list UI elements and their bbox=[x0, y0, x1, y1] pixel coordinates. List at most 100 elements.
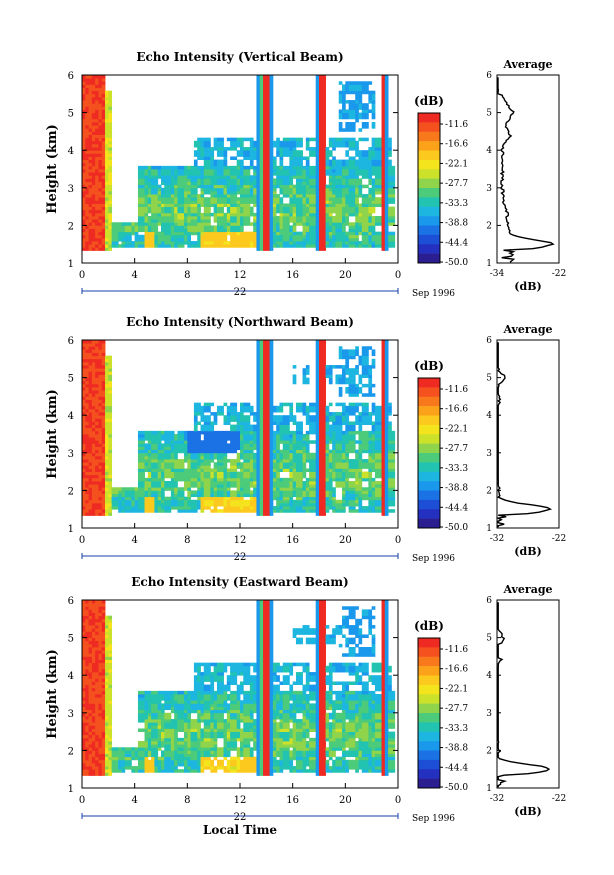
heatmap-cell bbox=[141, 449, 145, 454]
heatmap-cell bbox=[295, 203, 300, 207]
heatmap-cell bbox=[85, 84, 89, 88]
heatmap-cell bbox=[180, 206, 185, 211]
heatmap-cell bbox=[124, 506, 129, 510]
heatmap-cell bbox=[180, 502, 185, 507]
heatmap-cell bbox=[161, 241, 165, 245]
x-tick-label: 20 bbox=[339, 270, 352, 281]
heatmap-cell bbox=[91, 84, 96, 88]
heatmap-cell bbox=[200, 506, 205, 510]
heatmap-cell bbox=[263, 197, 267, 201]
heatmap-cell bbox=[315, 137, 320, 142]
heatmap-cell bbox=[82, 237, 86, 242]
heatmap-cell bbox=[351, 209, 356, 214]
heatmap-cell bbox=[154, 462, 159, 466]
heatmap-cell bbox=[230, 449, 234, 454]
heatmap-cell bbox=[88, 84, 93, 88]
heatmap-cell bbox=[190, 184, 195, 189]
heatmap-cell bbox=[157, 190, 162, 195]
heatmap-cell bbox=[216, 502, 221, 507]
heatmap-cell bbox=[342, 96, 346, 101]
heatmap-cell bbox=[305, 172, 310, 176]
heatmap-cell bbox=[338, 93, 343, 98]
heatmap-cell bbox=[335, 162, 340, 167]
heatmap-cell bbox=[151, 430, 155, 435]
heatmap-cell bbox=[151, 165, 155, 170]
heatmap-cell bbox=[315, 78, 320, 82]
heatmap-cell bbox=[315, 143, 320, 148]
heatmap-cell bbox=[230, 481, 234, 485]
heatmap-cell bbox=[351, 112, 356, 117]
heatmap-cell bbox=[118, 244, 122, 248]
heatmap-cell bbox=[141, 462, 145, 466]
average-y-tick-label: 2 bbox=[486, 221, 492, 231]
heatmap-cell bbox=[240, 421, 244, 425]
heatmap-cell bbox=[193, 459, 198, 463]
heatmap-cell bbox=[177, 175, 182, 179]
heatmap-cell bbox=[256, 484, 261, 488]
heatmap-cell bbox=[114, 241, 119, 245]
heatmap-cell bbox=[259, 100, 264, 104]
heatmap-cell bbox=[200, 459, 205, 463]
heatmap-cell bbox=[361, 212, 366, 217]
heatmap-cell bbox=[220, 468, 224, 472]
heatmap-cell bbox=[98, 443, 103, 447]
heatmap-cell bbox=[101, 78, 106, 82]
heatmap-cell bbox=[342, 200, 346, 204]
heatmap-cell bbox=[170, 474, 175, 479]
heatmap-cell bbox=[309, 197, 313, 201]
heatmap-cell bbox=[184, 234, 188, 239]
heatmap-cell bbox=[210, 499, 215, 504]
heatmap-cell bbox=[249, 427, 254, 432]
heatmap-cell bbox=[82, 190, 86, 195]
heatmap-cell bbox=[174, 187, 178, 192]
heatmap-cell bbox=[200, 241, 205, 245]
heatmap-cell bbox=[101, 349, 106, 353]
heatmap-cell bbox=[220, 408, 224, 413]
heatmap-cell bbox=[279, 181, 284, 186]
heatmap-cell bbox=[101, 368, 106, 372]
heatmap-cell bbox=[197, 412, 201, 416]
heatmap-cell bbox=[384, 209, 389, 214]
heatmap-cell bbox=[174, 477, 178, 482]
heatmap-cell bbox=[361, 184, 366, 189]
heatmap-cell bbox=[161, 219, 165, 223]
heatmap-cell bbox=[82, 109, 86, 113]
heatmap-cell bbox=[282, 206, 287, 211]
heatmap-cell bbox=[263, 115, 267, 120]
heatmap-cell bbox=[246, 484, 251, 488]
heatmap-cell bbox=[216, 184, 221, 189]
heatmap-cell bbox=[180, 449, 185, 454]
heatmap-cell bbox=[371, 216, 376, 220]
heatmap-cell bbox=[91, 162, 96, 167]
heatmap-cell bbox=[220, 496, 224, 501]
heatmap-cell bbox=[161, 459, 165, 463]
heatmap-cell bbox=[253, 184, 257, 189]
heatmap-cell bbox=[312, 237, 317, 242]
heatmap-cell bbox=[91, 244, 96, 248]
heatmap-cell bbox=[295, 197, 300, 201]
heatmap-cell bbox=[210, 153, 215, 157]
heatmap-cell bbox=[371, 150, 376, 154]
heatmap-cell bbox=[381, 206, 386, 211]
heatmap-cell bbox=[82, 81, 86, 85]
heatmap-cell bbox=[315, 106, 320, 110]
heatmap-cell bbox=[319, 137, 323, 142]
heatmap-cell bbox=[200, 427, 205, 432]
heatmap-cell bbox=[223, 499, 228, 504]
heatmap-cell bbox=[243, 197, 247, 201]
heatmap-cell bbox=[269, 162, 274, 167]
heatmap-cell bbox=[137, 234, 142, 239]
heatmap-cell bbox=[85, 383, 89, 388]
heatmap-cell bbox=[91, 399, 96, 404]
heatmap-cell bbox=[263, 231, 267, 236]
heatmap-cell bbox=[154, 225, 159, 229]
heatmap-cell bbox=[249, 408, 254, 413]
heatmap-cell bbox=[85, 197, 89, 201]
heatmap-cell bbox=[240, 474, 244, 479]
heatmap-cell bbox=[207, 150, 211, 154]
heatmap-cell bbox=[105, 125, 109, 129]
heatmap-cell bbox=[233, 462, 238, 466]
heatmap-cell bbox=[233, 493, 238, 498]
heatmap-cell bbox=[233, 415, 238, 419]
heatmap-cell bbox=[161, 244, 165, 248]
